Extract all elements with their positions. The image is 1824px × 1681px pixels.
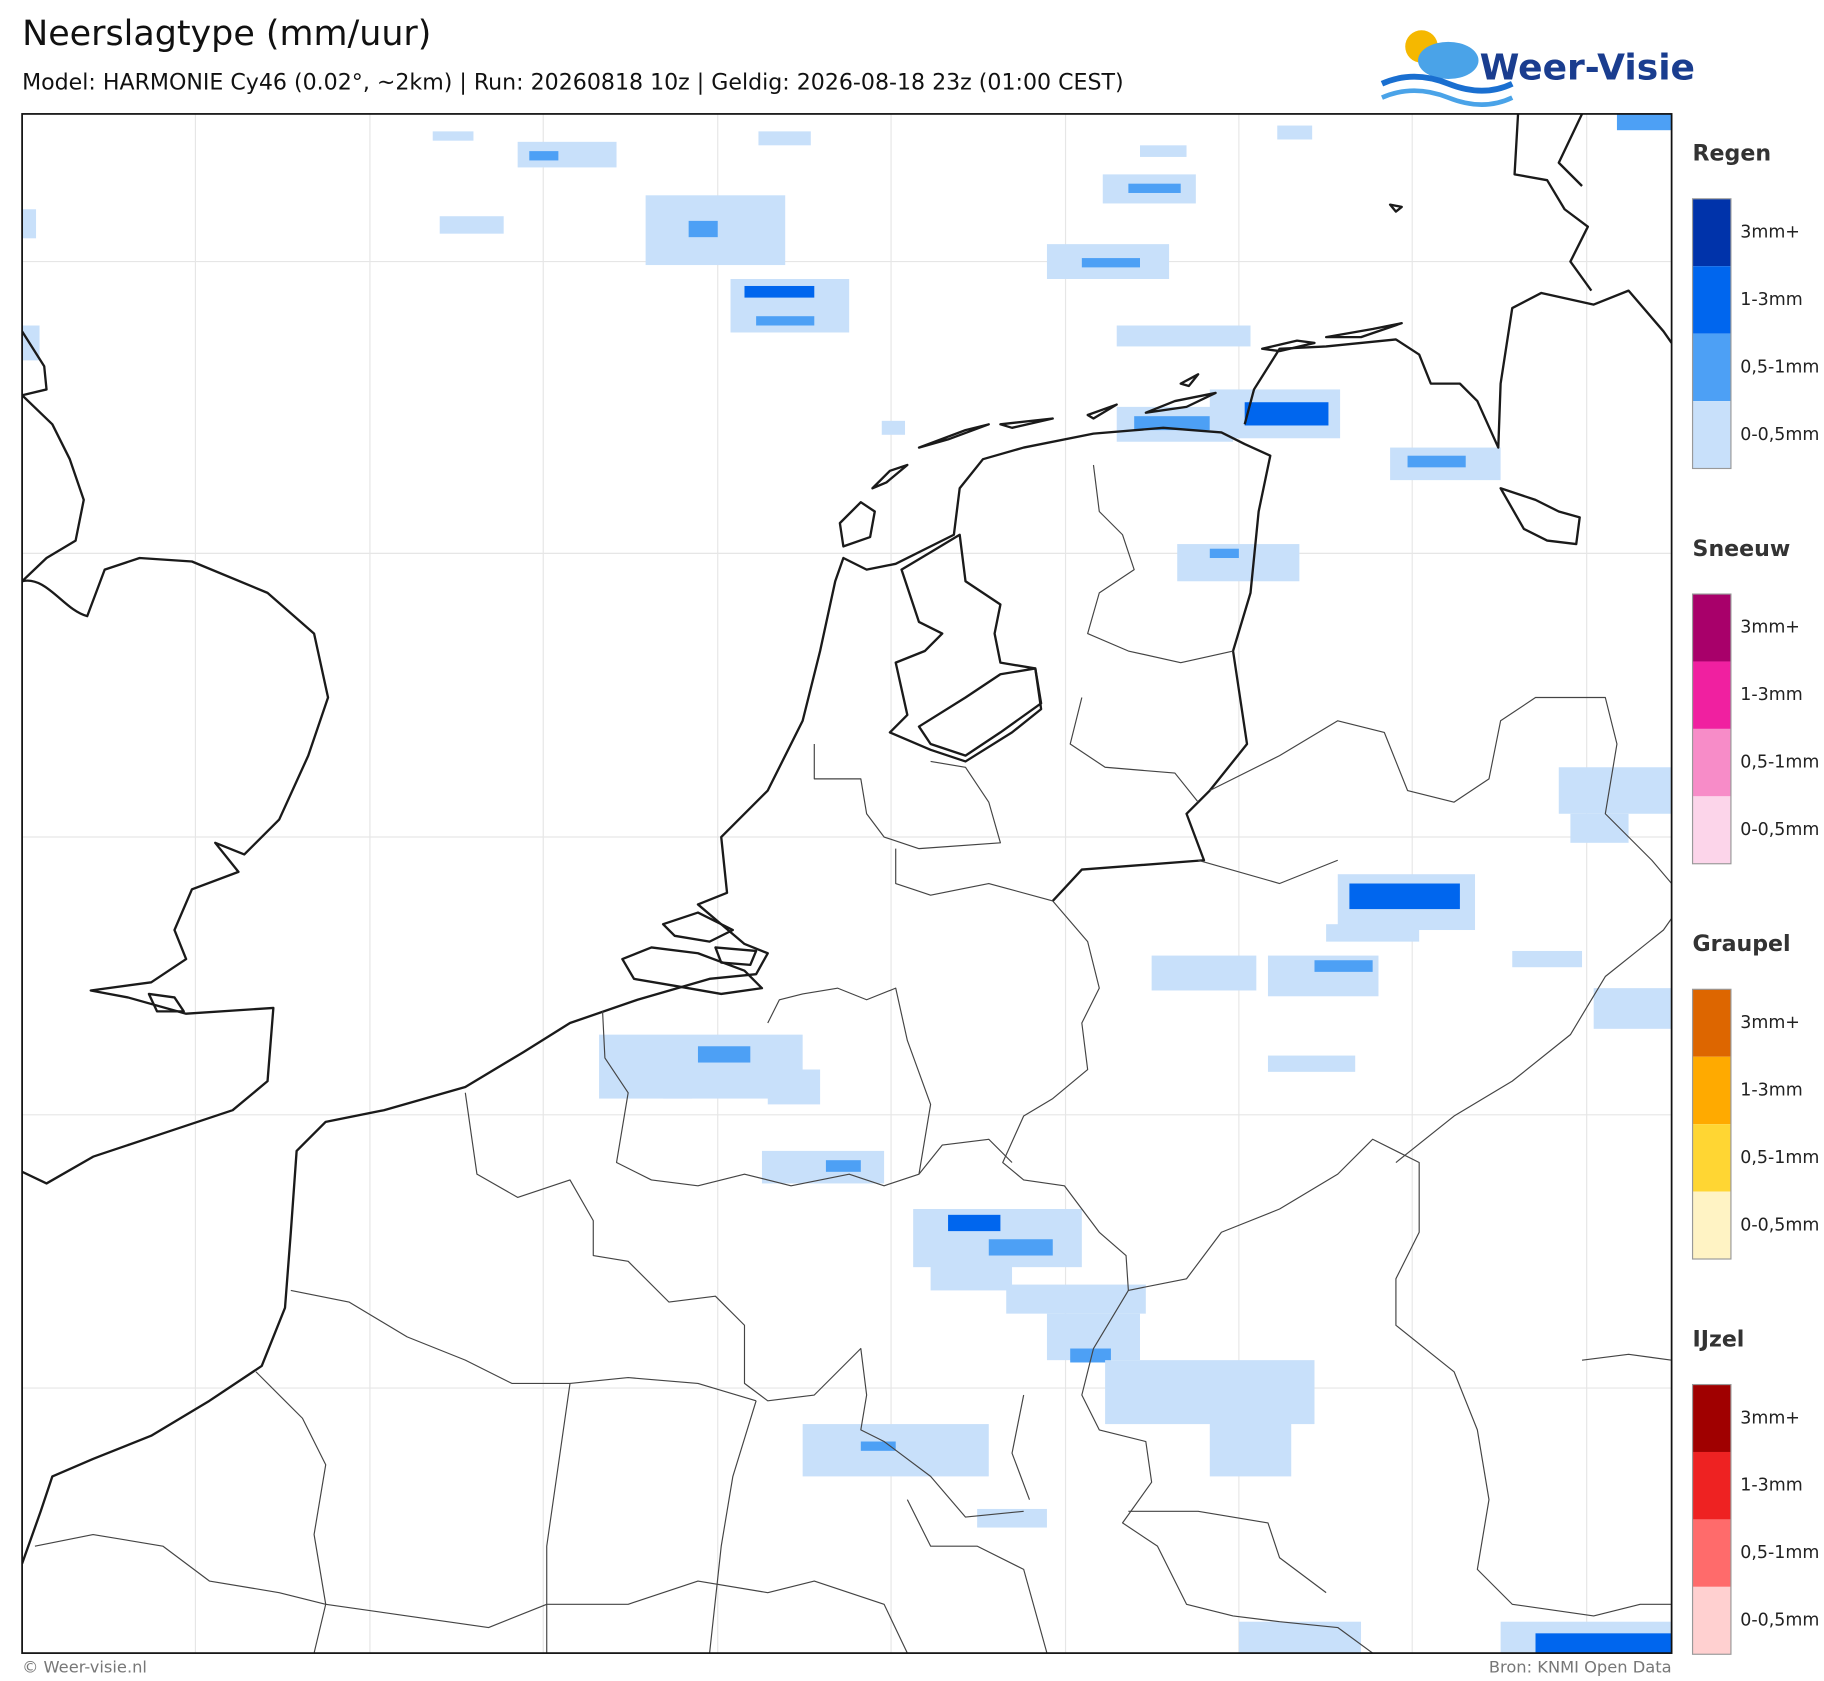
legend-swatch-frame — [1691, 198, 1732, 470]
precipitation — [22, 113, 1672, 1654]
logo-text: Weer-Visie — [1480, 48, 1695, 89]
legend-label: 0-0,5mm — [1740, 1611, 1819, 1631]
legend-label: 0-0,5mm — [1740, 820, 1819, 840]
borders — [34, 464, 1672, 1654]
legend-title: Sneeuw — [1693, 536, 1791, 562]
legend-swatch — [1692, 728, 1731, 797]
legend-swatch — [1692, 266, 1731, 334]
legend-label: 1-3mm — [1740, 1080, 1802, 1100]
legend-swatch-frame — [1691, 1383, 1732, 1655]
coastlines — [22, 113, 1672, 1564]
graticule — [22, 113, 1672, 1654]
legend-swatch — [1692, 661, 1731, 729]
legend-label: 1-3mm — [1740, 685, 1802, 705]
legend-swatch — [1692, 1519, 1731, 1587]
legend-swatch — [1692, 198, 1731, 267]
logo: Weer-Visie — [1380, 30, 1695, 107]
legend-swatch — [1692, 594, 1731, 662]
legend-label: 3mm+ — [1740, 1408, 1800, 1428]
legend-label: 0-0,5mm — [1740, 425, 1819, 445]
legend-label: 0,5-1mm — [1740, 1148, 1819, 1168]
legend-label: 1-3mm — [1740, 290, 1802, 310]
legend-swatch — [1692, 1451, 1731, 1520]
legend-label: 3mm+ — [1740, 618, 1800, 638]
legend-swatch — [1692, 401, 1731, 469]
footer-credit: © Weer-visie.nl — [22, 1658, 147, 1677]
legend-swatch — [1692, 1191, 1731, 1260]
map-frame — [21, 113, 1673, 1654]
map — [21, 113, 1673, 1654]
legend-swatch — [1692, 1586, 1731, 1655]
legend-label: 0,5-1mm — [1740, 753, 1819, 773]
legend-label: 0,5-1mm — [1740, 357, 1819, 377]
legend-swatch — [1692, 1056, 1731, 1125]
legend-swatch — [1692, 989, 1731, 1057]
legend-label: 3mm+ — [1740, 1013, 1800, 1033]
legend-swatch-frame — [1691, 988, 1732, 1260]
legend: Regen 3mm+ 1-3mm 0,5-1mm 0-0,5mm Sneeuw 3mm+ 1-… — [1691, 141, 1819, 1655]
legend-swatch — [1692, 1124, 1731, 1192]
legend-title: Regen — [1693, 141, 1772, 167]
legend-swatch — [1692, 333, 1731, 402]
legend-title: IJzel — [1693, 1326, 1745, 1352]
legend-title: Graupel — [1693, 931, 1791, 957]
legend-swatch — [1692, 796, 1731, 864]
legend-label: 3mm+ — [1740, 223, 1800, 243]
legend-label: 0-0,5mm — [1740, 1215, 1819, 1235]
footer-source: Bron: KNMI Open Data — [1489, 1658, 1672, 1677]
legend-swatch-frame — [1691, 593, 1732, 865]
legend-label: 0,5-1mm — [1740, 1543, 1819, 1563]
title: Neerslagtype (mm/uur) — [22, 14, 431, 54]
legend-label: 1-3mm — [1740, 1476, 1802, 1496]
subtitle: Model: HARMONIE Cy46 (0.02°, ~2km) | Run… — [22, 70, 1123, 96]
legend-swatch — [1692, 1384, 1731, 1452]
